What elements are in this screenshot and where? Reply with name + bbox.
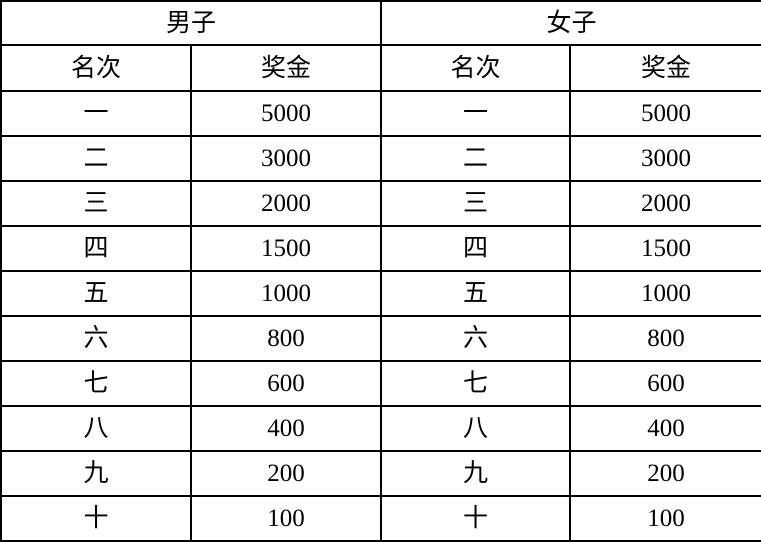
prize-cell: 2000 — [189, 180, 383, 227]
rank-cell: 一 — [380, 90, 572, 137]
table-row: 六 800 六 800 — [0, 315, 761, 362]
table-row: 九 200 九 200 — [0, 450, 761, 497]
prize-cell: 2000 — [569, 180, 761, 227]
rank-cell: 八 — [0, 405, 192, 452]
rank-cell: 十 — [0, 495, 192, 542]
prize-cell: 5000 — [569, 90, 761, 137]
table-row: 八 400 八 400 — [0, 405, 761, 452]
table-row: 二 3000 二 3000 — [0, 135, 761, 182]
rank-cell: 三 — [380, 180, 572, 227]
prize-cell: 1500 — [569, 225, 761, 272]
col-header-women-rank: 名次 — [380, 44, 572, 92]
prize-cell: 3000 — [569, 135, 761, 182]
table-row: 五 1000 五 1000 — [0, 270, 761, 317]
rank-cell: 六 — [380, 315, 572, 362]
col-header-women-prize: 奖金 — [569, 44, 761, 92]
rank-cell: 八 — [380, 405, 572, 452]
rank-cell: 五 — [0, 270, 192, 317]
rank-cell: 六 — [0, 315, 192, 362]
column-header-row: 名次 奖金 名次 奖金 — [0, 44, 761, 92]
rank-cell: 十 — [380, 495, 572, 542]
table-row: 一 5000 一 5000 — [0, 90, 761, 137]
prize-cell: 5000 — [189, 90, 383, 137]
section-title-women: 女子 — [380, 0, 761, 46]
prize-cell: 200 — [569, 450, 761, 497]
rank-cell: 二 — [380, 135, 572, 182]
section-title-row: 男子 女子 — [0, 0, 761, 46]
section-title-men: 男子 — [0, 0, 383, 46]
prize-cell: 3000 — [189, 135, 383, 182]
rank-cell: 九 — [0, 450, 192, 497]
prize-cell: 1000 — [189, 270, 383, 317]
rank-cell: 四 — [0, 225, 192, 272]
prize-cell: 800 — [569, 315, 761, 362]
table-row: 十 100 十 100 — [0, 495, 761, 542]
rank-cell: 三 — [0, 180, 192, 227]
prize-cell: 1000 — [569, 270, 761, 317]
prize-cell: 100 — [569, 495, 761, 542]
table-row: 三 2000 三 2000 — [0, 180, 761, 227]
prize-cell: 600 — [569, 360, 761, 407]
prize-cell: 1500 — [189, 225, 383, 272]
rank-cell: 一 — [0, 90, 192, 137]
prize-cell: 400 — [569, 405, 761, 452]
rank-cell: 九 — [380, 450, 572, 497]
prize-cell: 200 — [189, 450, 383, 497]
rank-cell: 四 — [380, 225, 572, 272]
rank-cell: 五 — [380, 270, 572, 317]
prize-cell: 100 — [189, 495, 383, 542]
col-header-men-prize: 奖金 — [189, 44, 383, 92]
prize-cell: 400 — [189, 405, 383, 452]
rank-cell: 七 — [380, 360, 572, 407]
prize-cell: 600 — [189, 360, 383, 407]
rank-cell: 七 — [0, 360, 192, 407]
prize-cell: 800 — [189, 315, 383, 362]
table-row: 四 1500 四 1500 — [0, 225, 761, 272]
rank-cell: 二 — [0, 135, 192, 182]
col-header-men-rank: 名次 — [0, 44, 192, 92]
table-row: 七 600 七 600 — [0, 360, 761, 407]
